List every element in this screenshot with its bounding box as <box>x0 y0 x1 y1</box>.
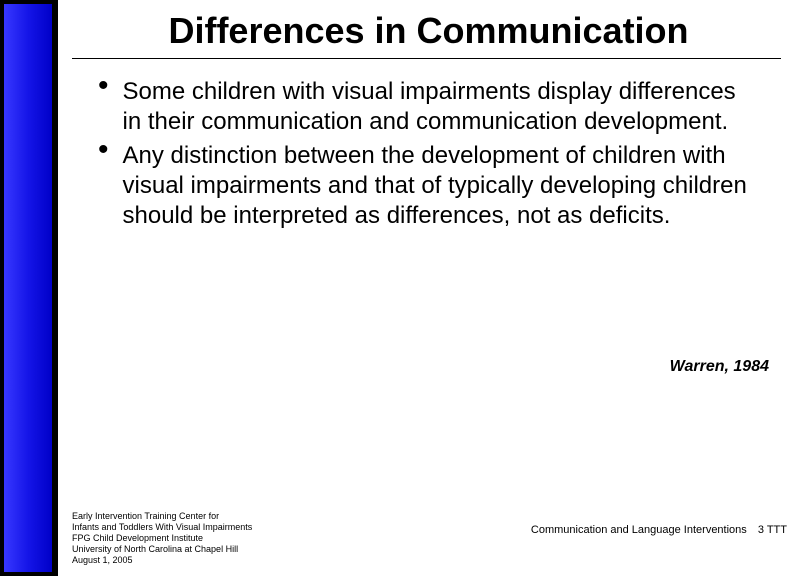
content-area: Differences in Communication • Some chil… <box>58 0 799 576</box>
bullet-text: Some children with visual impairments di… <box>123 77 759 137</box>
footer-line: Infants and Toddlers With Visual Impairm… <box>72 522 252 533</box>
footer-line: Early Intervention Training Center for <box>72 511 252 522</box>
footer-module: Communication and Language Interventions <box>531 524 747 536</box>
citation: Warren, 1984 <box>670 358 769 376</box>
slide: Differences in Communication • Some chil… <box>0 0 799 576</box>
footer-left: Early Intervention Training Center for I… <box>72 511 252 566</box>
list-item: • Some children with visual impairments … <box>98 77 759 137</box>
list-item: • Any distinction between the developmen… <box>98 141 759 231</box>
bullet-list: • Some children with visual impairments … <box>98 77 759 231</box>
sidebar-inner <box>4 4 52 572</box>
footer-line: FPG Child Development Institute <box>72 533 252 544</box>
footer-tag: 3 TTT <box>758 524 787 536</box>
bullet-icon: • <box>98 75 109 97</box>
bullet-text: Any distinction between the development … <box>123 141 759 231</box>
footer-right: Communication and Language Interventions… <box>531 524 787 536</box>
footer-line: University of North Carolina at Chapel H… <box>72 544 252 555</box>
title-rule <box>72 58 781 59</box>
bullet-icon: • <box>98 139 109 161</box>
slide-title: Differences in Communication <box>58 10 799 52</box>
footer-line: August 1, 2005 <box>72 555 252 566</box>
